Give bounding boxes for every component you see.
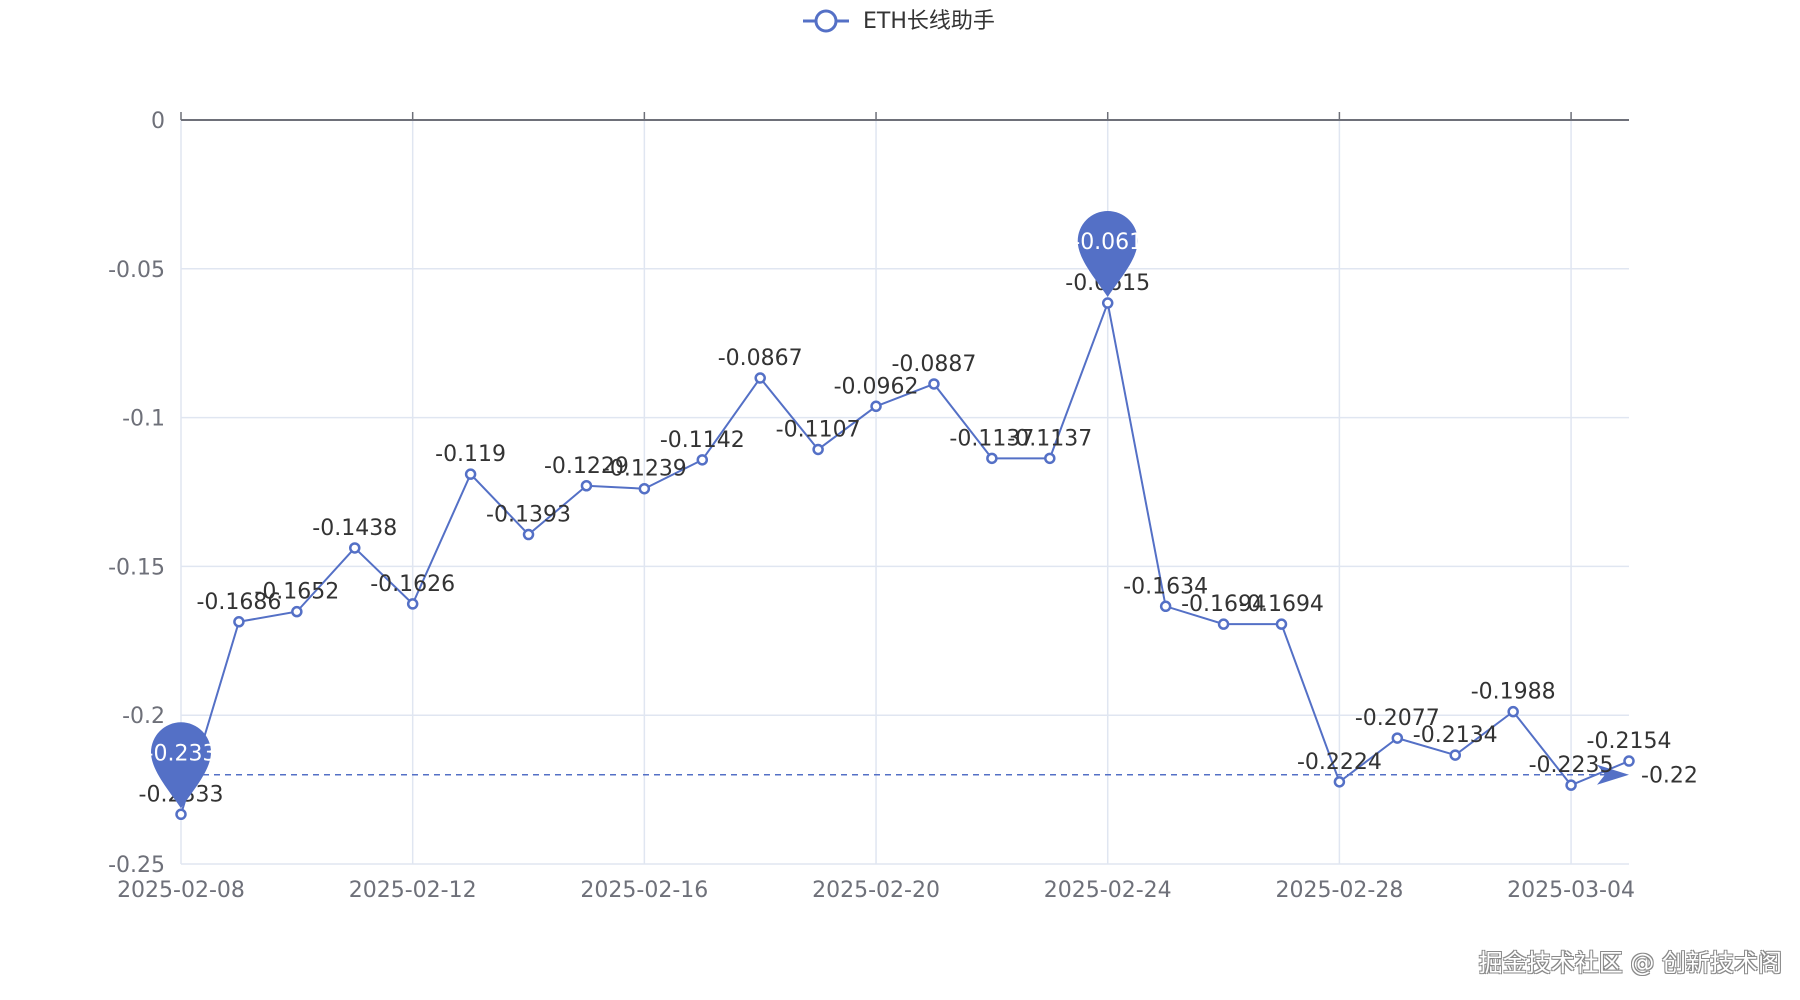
data-label: -0.1229 [544,454,629,479]
data-point [175,808,187,821]
data-point [1333,776,1346,788]
data-point [1275,618,1288,630]
series-eth [175,297,1635,821]
data-point [812,443,824,456]
data-label: -0.1626 [370,572,455,597]
data-point [696,454,709,466]
x-tick-label: 2025-02-20 [812,878,940,903]
data-label: -0.1393 [486,503,571,528]
data-label: -0.1652 [254,580,339,605]
legend[interactable]: ETH长线助手 [803,9,995,34]
data-label: -0.2235 [1529,753,1614,778]
data-point [1391,732,1404,744]
grid [180,120,1629,865]
data-label: -0.1107 [776,417,861,442]
data-point [870,400,882,413]
mark-line-label: -0.22 [1641,764,1698,789]
data-label: -0.1694 [1239,592,1324,617]
data-point [754,372,766,384]
data-label: -0.0887 [891,352,976,377]
data-label: -0.2077 [1355,706,1440,731]
x-tick-label: 2025-02-12 [349,878,477,903]
data-point [1101,297,1114,309]
data-point [580,480,593,492]
mark-point-label: -0.233 [146,741,217,766]
data-point [638,482,651,495]
y-tick-label: -0.2 [122,704,165,729]
y-tick-label: 0 [151,109,165,134]
legend-label: ETH长线助手 [863,9,995,34]
data-point [522,528,535,541]
data-point [291,605,303,618]
data-point [1217,618,1230,630]
data-point [464,468,477,480]
data-label: -0.0962 [834,374,919,399]
x-tick-label: 2025-02-08 [117,878,245,903]
mark-point-label: -0.061 [1072,230,1143,255]
data-label: -0.2134 [1413,723,1498,748]
data-point [349,542,361,554]
mark-point-pin-icon [151,722,211,809]
x-tick-label: 2025-02-24 [1044,878,1172,903]
y-tick-label: -0.25 [108,853,165,878]
data-label: -0.1438 [312,516,397,541]
x-tick-label: 2025-02-28 [1275,878,1403,903]
data-label: -0.119 [435,442,506,467]
y-axis: 0 -0.05 -0.1 -0.15 -0.2 -0.25 [108,109,165,878]
data-label: -0.1137 [1007,426,1092,451]
data-label: -0.1137 [949,426,1034,451]
data-label: -0.1694 [1181,592,1266,617]
y-tick-label: -0.05 [108,258,165,283]
data-point [1044,452,1056,465]
data-label: -0.1686 [196,590,281,615]
mark-line-arrow-icon [1597,764,1629,785]
data-label: -0.1239 [602,457,687,482]
data-point [986,452,998,465]
legend-circle-icon [814,9,838,33]
data-label: -0.2224 [1297,750,1382,775]
data-labels: -0.2333-0.1686-0.1652-0.1438-0.1626-0.11… [139,271,1672,807]
data-point [1159,600,1172,613]
x-tick-label: 2025-02-16 [580,878,708,903]
average-mark-line: -0.22 [181,764,1698,789]
y-tick-label: -0.15 [108,555,165,580]
data-label: -0.0867 [718,346,803,371]
data-point [406,598,419,610]
x-tick-label: 2025-03-04 [1507,878,1635,903]
y-tick-label: -0.1 [122,407,165,432]
data-label: -0.1634 [1123,574,1208,599]
mark-point-pin-icon [1077,211,1138,298]
data-point [1449,749,1461,761]
mark-points: -0.233 -0.061 [146,211,1143,809]
series-line [180,299,1630,815]
data-point [1623,755,1635,767]
data-point [233,616,245,628]
data-label: -0.1988 [1471,680,1556,705]
data-point [928,378,940,390]
x-axis: 2025-02-08 2025-02-12 2025-02-16 2025-02-20… [117,112,1635,903]
data-point [1565,779,1577,791]
data-point [1507,705,1519,718]
data-label: -0.1142 [660,428,745,453]
watermark-text: 掘金技术社区 @ 创新技术阁 [1478,949,1782,977]
data-label: -0.2154 [1587,729,1672,754]
